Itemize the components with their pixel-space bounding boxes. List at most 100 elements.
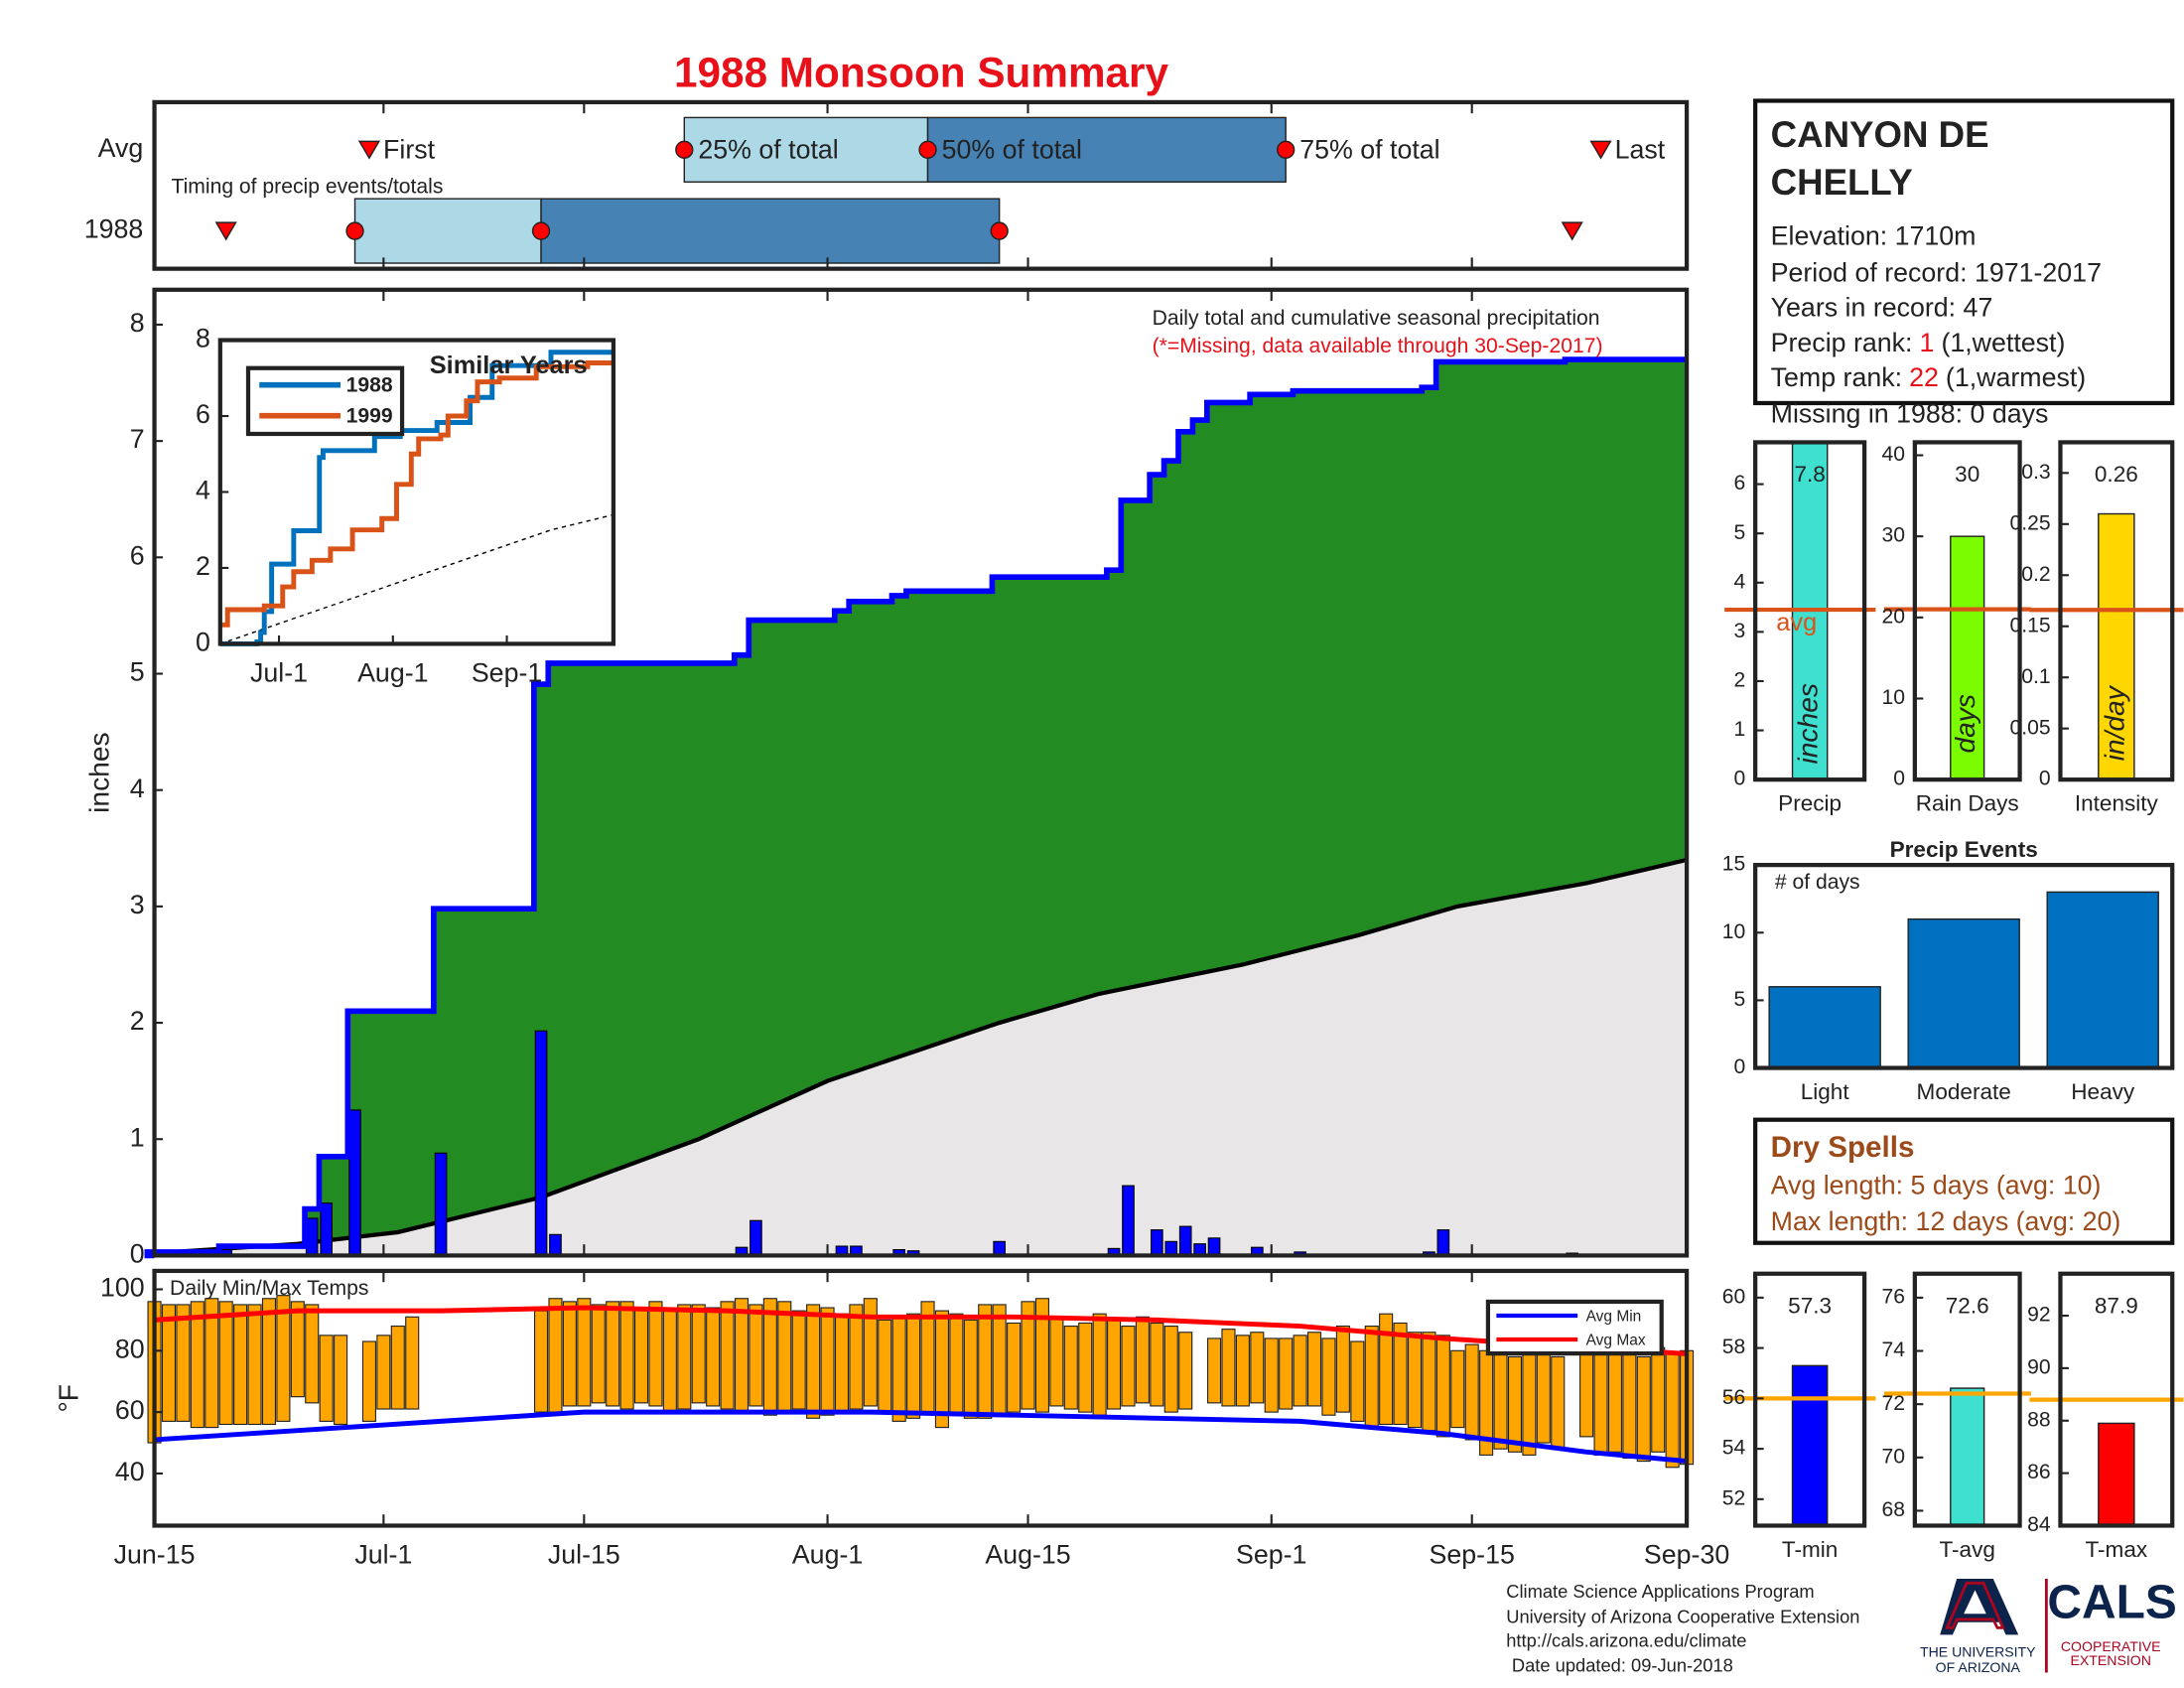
gauge-bar: [1950, 1387, 1985, 1526]
gauge-bar: [1950, 535, 1985, 780]
daily-bar: [305, 1217, 319, 1256]
y-tick-label: 70: [1881, 1445, 1905, 1468]
temp-bar: [319, 1335, 334, 1422]
y-tick-label: 1: [130, 1122, 145, 1152]
daily-bar: [320, 1202, 333, 1256]
timing-triangle: [1561, 221, 1583, 241]
timing-box: [353, 198, 542, 264]
temp-bar: [978, 1304, 993, 1419]
chart-annotation: # of days: [1775, 871, 1860, 894]
temp-bar: [791, 1310, 806, 1410]
gauge-bar: [1791, 1364, 1829, 1526]
temp-bar: [992, 1304, 1007, 1416]
daily-bar: [534, 1030, 548, 1256]
station-elevation: Elevation: 1710m: [1771, 221, 1977, 251]
temp-bar: [1034, 1298, 1049, 1413]
temp-bar: [1551, 1355, 1566, 1450]
temp-bar: [619, 1301, 634, 1410]
y-tick-label: 58: [1722, 1336, 1746, 1358]
temp-rank-value: 22: [1909, 362, 1939, 392]
temp-bar: [548, 1298, 563, 1413]
station-panel: [1753, 98, 2175, 406]
x-tick-label: Light: [1801, 1079, 1850, 1104]
daily-bar: [1122, 1185, 1135, 1256]
value-label: 72.6: [1946, 1294, 1989, 1319]
temp-bar: [190, 1301, 205, 1429]
precip-rank-note: (1,wettest): [1941, 328, 2065, 357]
x-tick-label: Aug-15: [985, 1540, 1070, 1570]
temp-bar: [290, 1301, 305, 1398]
temp-bar: [577, 1298, 592, 1407]
temp-bar: [533, 1310, 549, 1413]
inset-title: Similar Years: [430, 352, 588, 379]
timing-label: 25% of total: [698, 134, 838, 164]
temp-bar: [1135, 1316, 1150, 1404]
category-label: T-max: [2086, 1537, 2148, 1562]
value-label: 30: [1955, 462, 1979, 487]
plot-frame: [2058, 1271, 2175, 1528]
temp-bar: [1579, 1343, 1594, 1438]
plot-frame: [2058, 440, 2175, 782]
timing-triangle: [1589, 140, 1612, 160]
temp-bar: [691, 1304, 706, 1404]
x-tick-label: Jul-1: [250, 658, 308, 688]
reference-line: [219, 513, 614, 645]
temp-bar: [1522, 1346, 1537, 1456]
y-tick-label: 15: [1722, 853, 1746, 876]
station-name: CHELLY: [1771, 162, 1913, 203]
timing-box: [683, 116, 929, 183]
temp-bar: [390, 1326, 405, 1410]
y-tick-label: 4: [196, 476, 210, 505]
y-tick-label: 0.15: [2009, 614, 2050, 636]
y-tick-label: 76: [1881, 1285, 1905, 1308]
plot-frame: [1753, 863, 2175, 1070]
temp-bar: [677, 1304, 692, 1410]
y-tick-label: 0: [1893, 768, 1905, 790]
x-tick-label: Sep-15: [1430, 1540, 1515, 1570]
precip-rank-value: 1: [1920, 328, 1935, 357]
temp-bar: [1435, 1335, 1450, 1438]
plot-frame: [1753, 440, 1867, 782]
x-tick-label: Sep-1: [472, 658, 542, 688]
timing-triangle: [214, 221, 237, 241]
temp-bar: [218, 1301, 233, 1426]
legend-box: [1485, 1299, 1664, 1356]
temp-bar: [1049, 1316, 1064, 1407]
temp-rank-note: (1,warmest): [1946, 362, 2086, 392]
average-area: [154, 859, 1688, 1256]
average-temp-line: [154, 1409, 1688, 1465]
x-tick-label: Moderate: [1917, 1079, 2011, 1104]
y-tick-label: 3: [1734, 620, 1746, 642]
plot-frame: [1912, 440, 2022, 782]
temp-bar: [606, 1301, 620, 1407]
y-tick-label: 40: [1881, 443, 1905, 466]
temp-bar: [1407, 1332, 1423, 1429]
y-axis-label: inches: [82, 732, 114, 812]
dry-spells-line: Max length: 12 days (avg: 20): [1771, 1206, 2121, 1236]
y-tick-label: 6: [1734, 472, 1746, 494]
unit-label: inches: [1792, 683, 1824, 764]
temp-rank: Temp rank: 22 (1,warmest): [1771, 362, 2087, 392]
temp-bar: [1493, 1352, 1508, 1450]
daily-bar: [1178, 1225, 1192, 1256]
temp-bar: [1306, 1332, 1322, 1407]
timing-label: 75% of total: [1299, 134, 1439, 164]
y-tick-label: 0: [196, 628, 210, 657]
cumulative-line: [144, 356, 1688, 1259]
temp-bar: [247, 1304, 262, 1426]
temp-bar: [1107, 1319, 1122, 1410]
temp-bar: [1063, 1326, 1078, 1410]
temp-bar: [1422, 1332, 1436, 1432]
timing-marker: [345, 221, 364, 240]
temp-bar: [1264, 1337, 1279, 1413]
temp-bar: [161, 1304, 177, 1422]
temp-bar: [1450, 1349, 1465, 1429]
temp-bar: [891, 1316, 906, 1422]
y-tick-label: 7: [130, 424, 145, 454]
y-tick-label: 0.2: [2021, 563, 2050, 586]
y-tick-label: 2: [130, 1006, 145, 1036]
y-tick-label: 6: [196, 399, 210, 429]
footer-line: Date updated: 09-Jun-2018: [1512, 1655, 1733, 1676]
temp-bar: [305, 1304, 320, 1404]
